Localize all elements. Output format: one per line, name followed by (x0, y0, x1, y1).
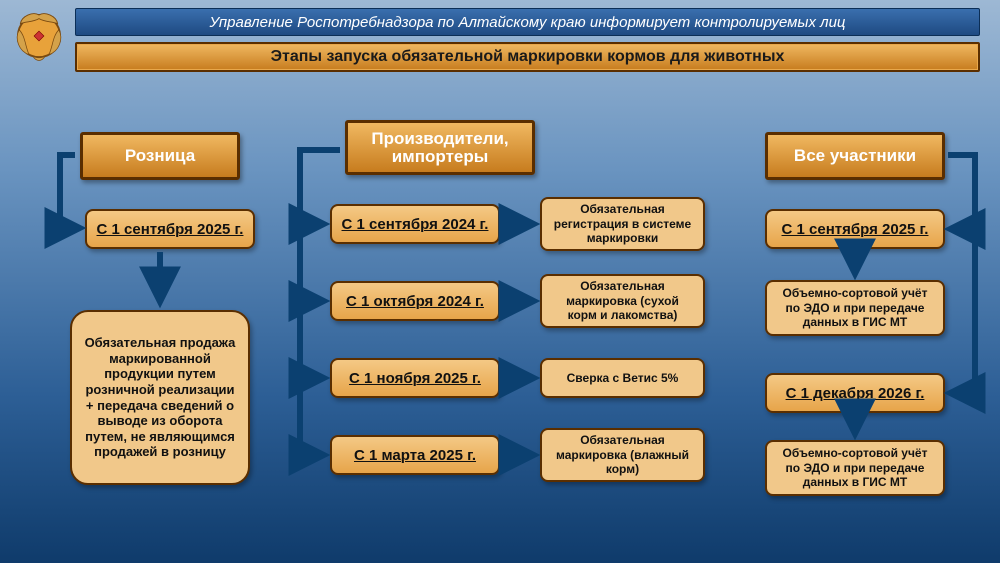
producers-date-3: С 1 марта 2025 г. (330, 435, 500, 475)
producers-date-1: С 1 октября 2024 г. (330, 281, 500, 321)
header-bar: Управление Роспотребнадзора по Алтайском… (75, 8, 980, 36)
subheader-bar: Этапы запуска обязательной маркировки ко… (75, 42, 980, 72)
producers-date-0: С 1 сентября 2024 г. (330, 204, 500, 244)
subheader-text: Этапы запуска обязательной маркировки ко… (271, 48, 785, 66)
producers-desc-1: Обязательная маркировка (сухой корм и ла… (540, 274, 705, 328)
emblem-icon (8, 5, 70, 67)
header-text: Управление Роспотребнадзора по Алтайском… (209, 14, 845, 31)
all-desc-1: Объемно-сортовой учёт по ЭДО и при перед… (765, 440, 945, 496)
all-date-1: С 1 декабря 2026 г. (765, 373, 945, 413)
all-date-0: С 1 сентября 2025 г. (765, 209, 945, 249)
retail-date-1: С 1 сентября 2025 г. (85, 209, 255, 249)
all-desc-0: Объемно-сортовой учёт по ЭДО и при перед… (765, 280, 945, 336)
producers-desc-0: Обязательная регистрация в системе марки… (540, 197, 705, 251)
col-header-all: Все участники (765, 132, 945, 180)
producers-date-2: С 1 ноября 2025 г. (330, 358, 500, 398)
col-header-retail: Розница (80, 132, 240, 180)
col-header-producers: Производители, импортеры (345, 120, 535, 175)
retail-desc-1: Обязательная продажа маркированной проду… (70, 310, 250, 485)
producers-desc-2: Сверка с Ветис 5% (540, 358, 705, 398)
producers-desc-3: Обязательная маркировка (влажный корм) (540, 428, 705, 482)
